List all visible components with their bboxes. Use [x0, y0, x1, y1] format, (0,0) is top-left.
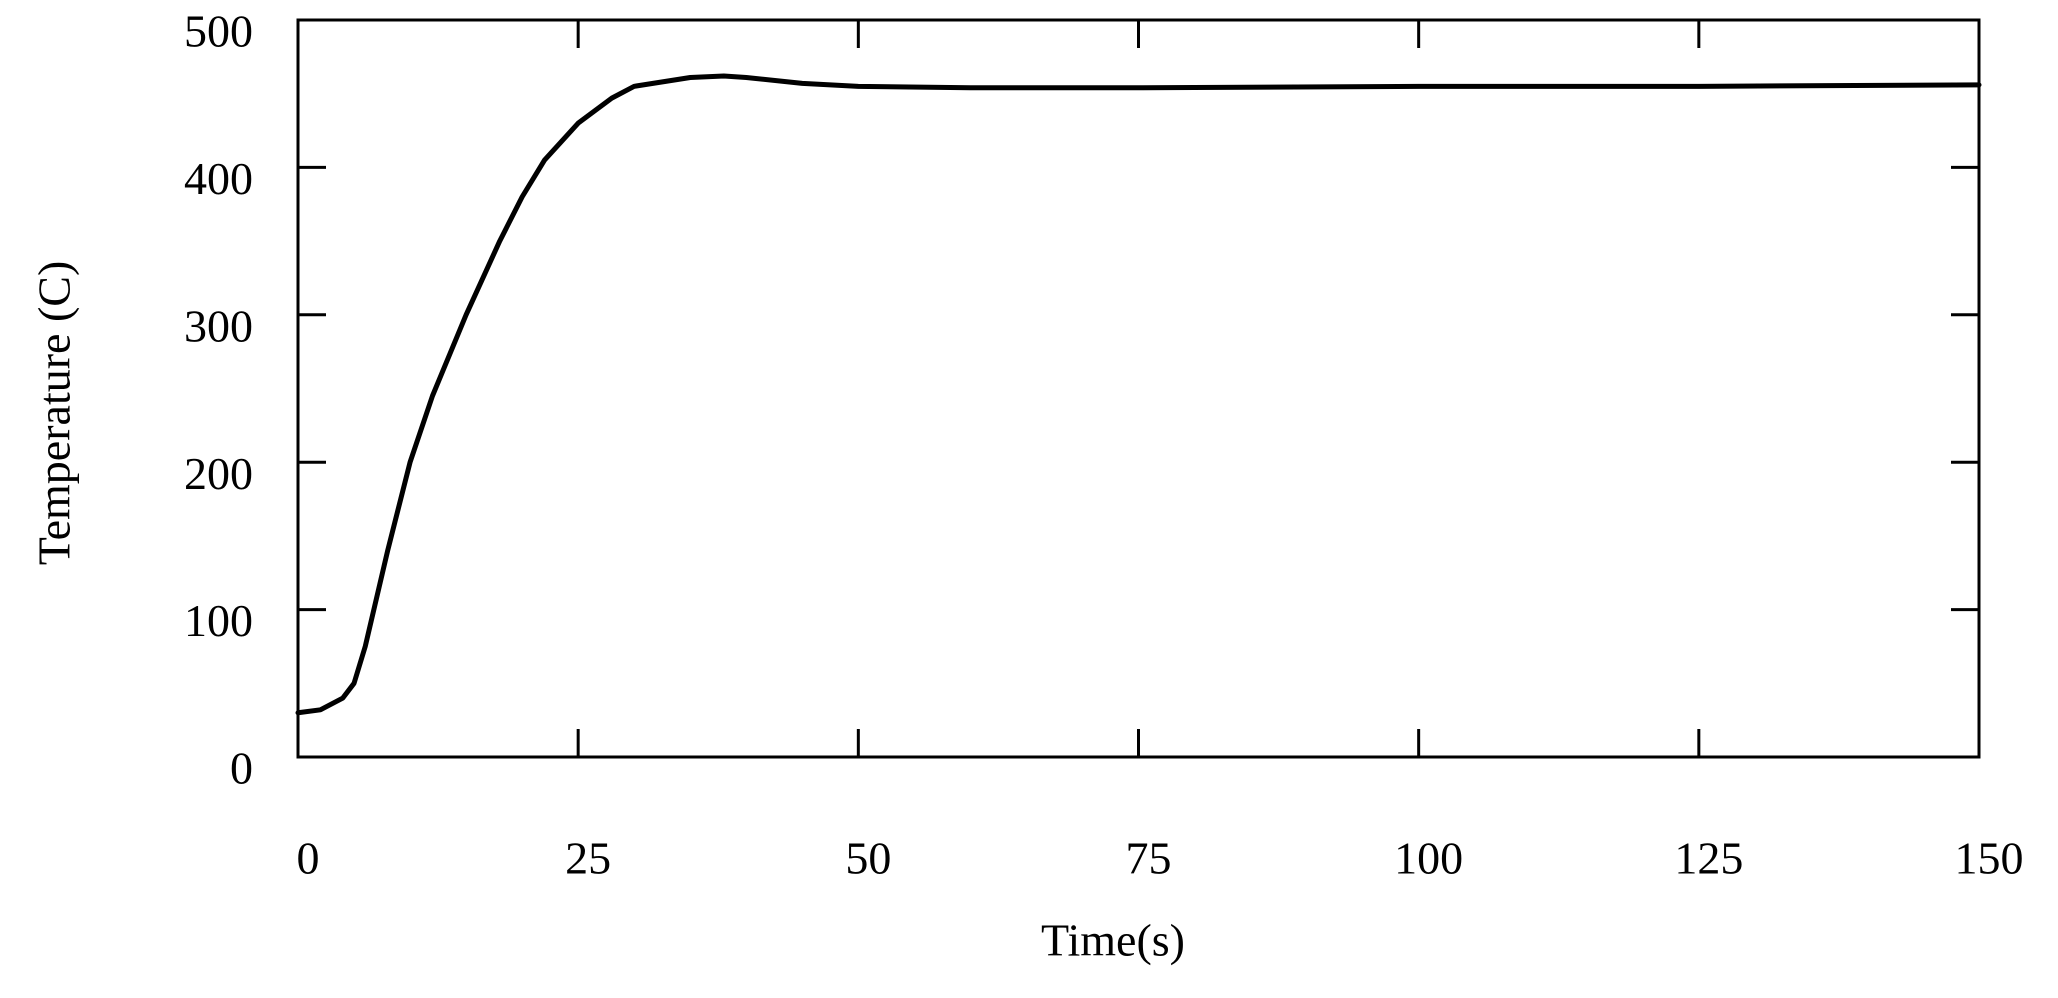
x-tick-label: 150 [1955, 833, 2024, 884]
x-tick-label: 75 [1126, 833, 1172, 884]
x-tick-label: 125 [1674, 833, 1743, 884]
y-tick-label: 100 [184, 595, 253, 646]
y-tick-label: 500 [184, 6, 253, 57]
x-tick-label: 50 [845, 833, 891, 884]
y-tick-label: 300 [184, 300, 253, 351]
y-tick-label: 200 [184, 448, 253, 499]
temperature-line [295, 73, 1982, 716]
plot-frame [296, 18, 1981, 759]
x-tick-label: 100 [1394, 833, 1463, 884]
x-tick-label: 25 [565, 833, 611, 884]
y-axis-label: Temperature (C) [29, 261, 80, 566]
x-axis-label: Time(s) [1041, 915, 1185, 966]
y-tick-label: 400 [184, 153, 253, 204]
y-tick-label: 0 [230, 743, 253, 794]
x-tick-label: 0 [297, 833, 320, 884]
